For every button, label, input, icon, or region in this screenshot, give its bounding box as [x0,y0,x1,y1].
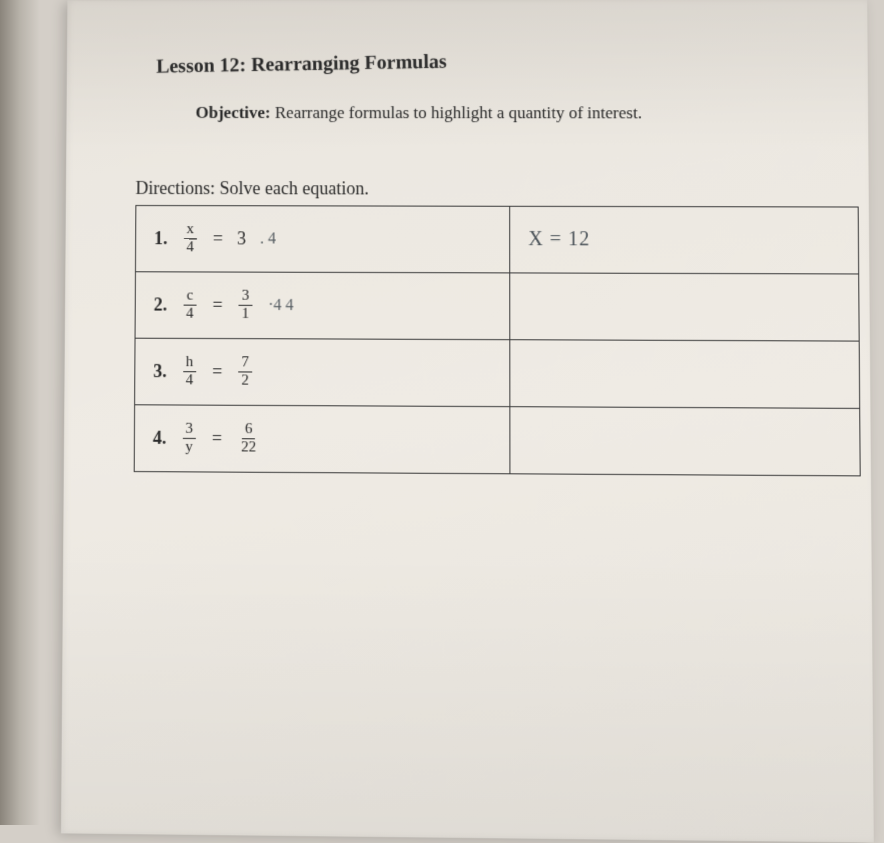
page-shadow [0,0,40,825]
directions-text: Directions: Solve each equation. [135,178,807,200]
handwritten-note: . 4 [260,230,276,248]
fraction: h 4 [183,355,197,388]
answer-cell: X = 12 [510,206,859,274]
objective-text: Rearrange formulas to highlight a quanti… [275,103,642,122]
equals-sign: = [212,295,222,316]
answer-cell [510,407,860,476]
equals-sign: = [212,361,222,382]
table-row: 3. h 4 = 7 2 [135,338,860,408]
fraction-rhs: 7 2 [238,355,252,388]
fraction-denominator: 2 [238,372,252,388]
fraction-denominator: y [182,439,196,455]
rhs-value: 3 [237,228,246,249]
fraction-numerator: 3 [182,422,196,439]
fraction-denominator: 22 [238,439,259,455]
fraction-numerator: c [183,289,196,306]
problem-number: 3. [153,361,167,382]
handwritten-note: ·4 4 [268,296,293,314]
page-content: Lesson 12: Rearranging Formulas Objectiv… [64,0,871,497]
fraction-denominator: 4 [183,306,197,322]
fraction-denominator: 1 [239,306,253,322]
problem-number: 4. [153,428,167,449]
fraction-denominator: 4 [183,372,197,388]
objective-line: Objective: Rearrange formulas to highlig… [196,103,808,124]
answer-cell [510,273,860,341]
lesson-title: Lesson 12: Rearranging Formulas [156,44,807,78]
objective-label: Objective: [196,103,271,122]
table-row: 1. x 4 = 3 . 4 X = 12 [135,206,858,274]
fraction: x 4 [183,222,197,255]
answer-cell [510,340,860,409]
problem-number: 1. [154,228,168,249]
equals-sign: = [212,428,222,449]
equals-sign: = [213,228,223,249]
problem-cell: 1. x 4 = 3 . 4 [135,206,509,273]
fraction: c 4 [183,289,197,322]
table-row: 2. c 4 = 3 1 ·4 4 [135,272,859,341]
fraction-numerator: 6 [242,422,256,439]
problem-cell: 3. h 4 = 7 2 [135,338,510,406]
fraction-denominator: 4 [183,239,197,255]
fraction-rhs: 3 1 [239,289,253,322]
problem-cell: 2. c 4 = 3 1 ·4 4 [135,272,510,340]
table-row: 4. 3 y = 6 22 [134,405,860,476]
fraction-numerator: x [183,222,197,239]
handwritten-answer: X = 12 [528,228,590,250]
paper-bottom-shade [61,548,874,843]
fraction-numerator: 3 [239,289,253,306]
fraction: 3 y [182,422,196,455]
problem-cell: 4. 3 y = 6 22 [134,405,510,474]
worksheet-paper: Lesson 12: Rearranging Formulas Objectiv… [61,0,874,843]
fraction-numerator: h [183,355,197,372]
fraction-rhs: 6 22 [238,422,259,456]
fraction-numerator: 7 [238,355,252,372]
problem-number: 2. [154,294,168,315]
problems-table: 1. x 4 = 3 . 4 X = 12 [134,205,861,476]
